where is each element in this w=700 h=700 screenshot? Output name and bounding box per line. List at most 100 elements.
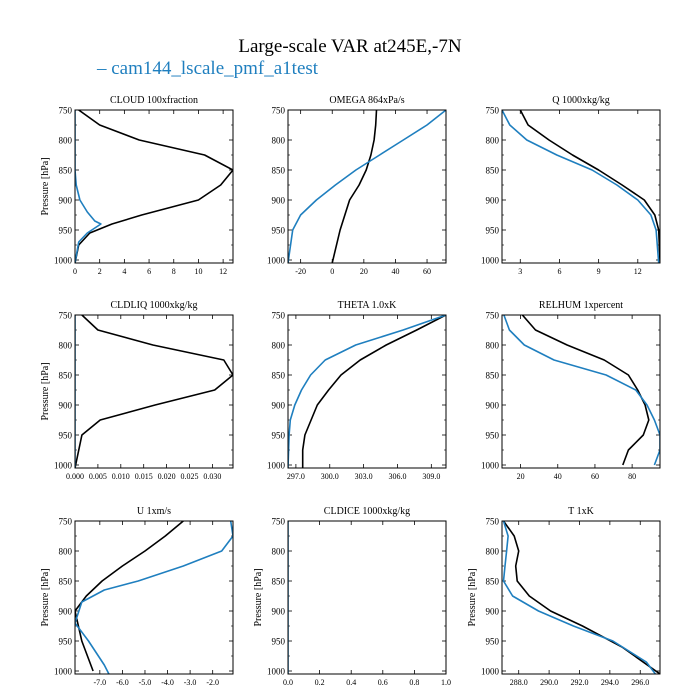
chart-title: THETA 1.0xK xyxy=(338,300,397,311)
chart-title: RELHUM 1xpercent xyxy=(539,300,623,311)
x-tick-label: 309.0 xyxy=(422,472,440,481)
y-tick-label: 800 xyxy=(272,341,286,351)
y-tick-label: 750 xyxy=(272,106,286,116)
x-tick-label: 12 xyxy=(219,267,227,276)
y-tick-label: 850 xyxy=(272,371,286,381)
x-tick-label: 0.010 xyxy=(112,472,130,481)
x-tick-label: 0 xyxy=(73,267,77,276)
x-tick-label: 0.6 xyxy=(378,678,388,687)
series-line xyxy=(519,110,660,263)
series-line xyxy=(521,315,650,466)
y-tick-label: 1000 xyxy=(481,667,500,677)
chart-title: CLDLIQ 1000xkg/kg xyxy=(111,300,198,311)
x-tick-label: 6 xyxy=(557,267,561,276)
y-tick-label: 1000 xyxy=(267,256,286,266)
y-tick-label: 750 xyxy=(59,106,73,116)
series-line xyxy=(75,521,184,672)
x-tick-label: 0.020 xyxy=(158,472,176,481)
x-tick-label: 3 xyxy=(518,267,522,276)
x-tick-label: 0.0 xyxy=(283,678,293,687)
x-tick-label: 80 xyxy=(628,472,636,481)
y-tick-label: 800 xyxy=(272,136,286,146)
x-tick-label: 20 xyxy=(360,267,368,276)
series-line xyxy=(75,521,233,674)
x-tick-label: 0.025 xyxy=(180,472,198,481)
y-tick-label: 950 xyxy=(272,637,286,647)
series-line xyxy=(301,315,446,468)
y-tick-label: 800 xyxy=(59,547,73,557)
chart-title: U 1xm/s xyxy=(137,506,171,517)
y-tick-label: 750 xyxy=(59,517,73,527)
series-line xyxy=(288,315,446,468)
series-line xyxy=(331,110,378,263)
x-tick-label: 8 xyxy=(172,267,176,276)
x-tick-label: 306.0 xyxy=(388,472,406,481)
y-tick-label: 950 xyxy=(59,226,73,236)
y-tick-label: 750 xyxy=(486,517,500,527)
x-tick-label: 300.0 xyxy=(321,472,339,481)
x-tick-label: 296.0 xyxy=(631,678,649,687)
plot-frame xyxy=(501,520,661,675)
chart-panel: OMEGA 864xPa/s 750 800 850 900 950 1000 -20 0 20 4… xyxy=(267,95,447,276)
y-tick-label: 800 xyxy=(486,547,500,557)
y-tick-label: 1000 xyxy=(267,667,286,677)
x-tick-label: 0.8 xyxy=(409,678,419,687)
x-tick-label: -5.0 xyxy=(139,678,152,687)
x-tick-label: 40 xyxy=(391,267,399,276)
plot-frame xyxy=(287,109,447,264)
y-tick-label: 900 xyxy=(486,196,500,206)
x-tick-label: 292.0 xyxy=(570,678,588,687)
y-tick-label: 800 xyxy=(486,136,500,146)
series-line xyxy=(288,110,446,263)
x-tick-label: 1.0 xyxy=(441,678,451,687)
x-tick-label: 60 xyxy=(423,267,431,276)
legend-line-icon: – xyxy=(97,58,107,79)
series-line xyxy=(75,110,102,263)
chart-title: CLDICE 1000xkg/kg xyxy=(324,506,410,517)
x-tick-label: -20 xyxy=(295,267,306,276)
plot-frame xyxy=(74,314,234,469)
x-tick-label: 10 xyxy=(194,267,202,276)
y-tick-label: 950 xyxy=(486,431,500,441)
y-axis-label: Pressure [hPa] xyxy=(40,568,51,626)
series-line xyxy=(502,110,660,263)
y-axis-label: Pressure [hPa] xyxy=(467,568,478,626)
y-tick-label: 750 xyxy=(59,311,73,321)
y-tick-label: 950 xyxy=(486,226,500,236)
x-tick-label: 20 xyxy=(517,472,525,481)
y-tick-label: 950 xyxy=(59,431,73,441)
y-tick-label: 950 xyxy=(272,431,286,441)
plot-frame xyxy=(287,314,447,469)
y-tick-label: 900 xyxy=(59,196,73,206)
x-tick-label: 0.4 xyxy=(346,678,356,687)
x-tick-label: 40 xyxy=(554,472,562,481)
chart-panel: T 1xK Pressure [hPa] 750 800 850 900 950 1000 28… xyxy=(467,506,661,687)
plot-frame xyxy=(74,109,234,264)
y-tick-label: 900 xyxy=(59,401,73,411)
x-tick-label: 0.2 xyxy=(315,678,325,687)
y-tick-label: 850 xyxy=(486,166,500,176)
y-tick-label: 800 xyxy=(272,547,286,557)
x-tick-label: 4 xyxy=(122,267,126,276)
x-tick-label: 6 xyxy=(147,267,151,276)
x-tick-label: -4.0 xyxy=(161,678,174,687)
chart-title: CLOUD 100xfraction xyxy=(110,95,198,106)
y-tick-label: 1000 xyxy=(54,667,73,677)
x-tick-label: 9 xyxy=(597,267,601,276)
legend: – cam144_lscale_pmf_a1test xyxy=(97,58,318,80)
y-tick-label: 850 xyxy=(486,371,500,381)
y-tick-label: 850 xyxy=(272,166,286,176)
figure-title: Large-scale VAR at245E,-7N xyxy=(238,36,462,57)
x-tick-label: 12 xyxy=(634,267,642,276)
y-tick-label: 750 xyxy=(486,311,500,321)
x-tick-label: -6.0 xyxy=(116,678,129,687)
series-line xyxy=(502,521,660,674)
y-tick-label: 900 xyxy=(486,401,500,411)
y-tick-label: 1000 xyxy=(54,461,73,471)
series-line xyxy=(75,110,233,263)
y-axis-label: Pressure [hPa] xyxy=(40,157,51,215)
y-tick-label: 850 xyxy=(59,577,73,587)
